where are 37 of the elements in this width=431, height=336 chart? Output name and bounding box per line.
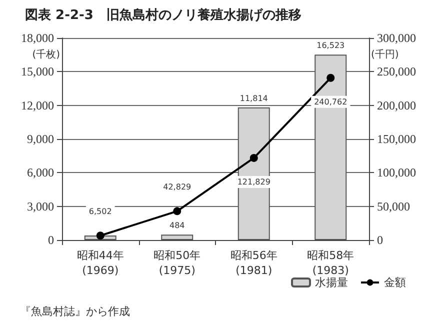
y-tick-label: 12,000 <box>21 98 54 112</box>
data-label: 121,829 <box>237 177 270 186</box>
data-label: 16,523 <box>316 41 345 50</box>
x-tick-label: 昭和44年 (1969) <box>76 249 124 277</box>
data-label: 484 <box>169 221 185 230</box>
y-tick-label: 6,000 <box>27 166 54 180</box>
bar <box>161 234 194 240</box>
y-tick-label: 9,000 <box>27 132 54 146</box>
y-tick-label: 18,000 <box>21 31 54 45</box>
point <box>173 207 182 216</box>
y2-axis-title: (千円) <box>371 48 399 60</box>
bar <box>238 107 270 240</box>
point <box>96 232 104 240</box>
y2-tick-label: 100,000 <box>377 166 416 180</box>
point <box>326 74 335 82</box>
legend-label: 水揚量 <box>315 276 348 289</box>
data-label: 11,814 <box>240 94 268 103</box>
y-tick-label: 0 <box>48 233 54 247</box>
point <box>250 154 258 162</box>
x-tick-label: 昭和56年 (1981) <box>230 249 278 277</box>
data-label: 6,502 <box>88 207 112 216</box>
y-axis-title: (千枚) <box>32 48 60 60</box>
y2-tick-label: 300,000 <box>377 31 416 45</box>
chart-title: 図表 2-2-3 旧魚島村のノリ養殖水揚げの推移 <box>25 7 302 23</box>
y-tick-label: 3,000 <box>27 199 54 214</box>
data-label: 42,829 <box>163 182 192 192</box>
x-tick-label: 昭和50年 (1975) <box>154 249 201 277</box>
data-label: 240,762 <box>314 97 348 106</box>
y2-tick-label: 250,000 <box>377 64 416 79</box>
x-tick-label: 昭和58年 (1983) <box>307 249 354 277</box>
legend-label: 金額 <box>384 276 406 289</box>
text: 『魚島村誌』から作成 <box>20 305 130 318</box>
y2-tick-label: 150,000 <box>377 132 416 146</box>
y2-tick-label: 50,000 <box>377 199 410 214</box>
y2-tick-label: 0 <box>377 233 383 247</box>
y2-tick-label: 200,000 <box>377 98 416 112</box>
y-tick-label: 15,000 <box>21 64 54 79</box>
